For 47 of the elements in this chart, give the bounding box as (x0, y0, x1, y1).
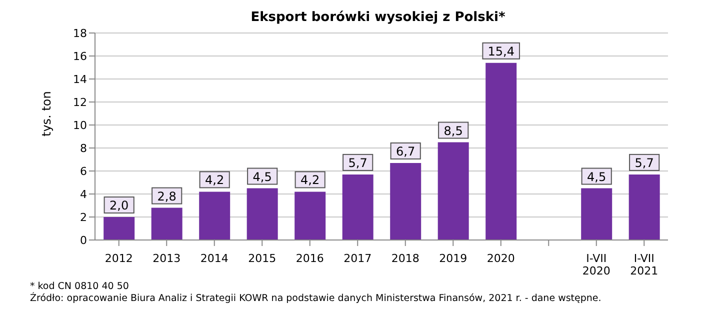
y-tick-label: 8 (80, 142, 87, 155)
x-tick-label: I-VII 2020 (582, 252, 610, 278)
bar (294, 192, 326, 240)
bar (486, 62, 517, 240)
x-tick-label: 2012 (104, 252, 133, 265)
data-label: 5,7 (634, 156, 654, 170)
y-tick-label: 6 (80, 164, 87, 178)
y-tick-label: 12 (73, 96, 87, 109)
bar (104, 217, 135, 240)
bar (390, 162, 422, 240)
y-tick-label: 4 (80, 188, 87, 201)
data-label: 4,5 (587, 170, 606, 184)
data-label: 2,0 (110, 198, 129, 212)
data-label: 2,8 (157, 189, 176, 204)
bar (581, 188, 612, 240)
data-label: 4,5 (252, 170, 272, 184)
x-tick-label: 2020 (486, 252, 515, 265)
bar (246, 188, 278, 240)
bar (199, 192, 230, 240)
text: Źródło: opracowanie Biura Analiz i Strategii KOWR na podstawie danych Ministerstwa Finansów, 2021 r. - dane wstępne. (30, 293, 602, 305)
x-tick-label: 2013 (152, 252, 181, 265)
x-tick-label: I-VII 2021 (630, 252, 658, 278)
bar (628, 174, 660, 240)
y-tick-label: 16 (73, 50, 87, 63)
x-tick-label: 2016 (296, 252, 324, 265)
chart-title: Eksport borówki wysokiej z Polski* (250, 10, 506, 25)
x-tick-label: 2014 (200, 252, 228, 265)
data-label: 4,2 (205, 173, 224, 188)
bar (342, 174, 374, 240)
data-label: 8,5 (444, 124, 463, 138)
x-tick-label: 2015 (248, 252, 276, 265)
y-tick-label: 14 (73, 72, 87, 86)
y-axis-title: tys. ton (39, 91, 54, 136)
x-tick-label: 2019 (439, 252, 468, 265)
data-label: 6,7 (396, 144, 416, 158)
text: * kod CN 0810 40 50 (30, 281, 130, 292)
y-tick-label: 18 (73, 26, 87, 40)
y-tick-label: 2 (80, 210, 87, 224)
y-tick-label: 10 (73, 118, 87, 132)
x-tick-label: 2017 (344, 252, 372, 265)
data-label: 4,2 (300, 173, 320, 188)
x-tick-label: 2018 (391, 252, 420, 265)
y-tick-label: 0 (80, 234, 87, 247)
bar (151, 208, 182, 240)
bar (438, 142, 469, 240)
data-label: 15,4 (488, 44, 514, 58)
data-label: 5,7 (348, 156, 368, 170)
